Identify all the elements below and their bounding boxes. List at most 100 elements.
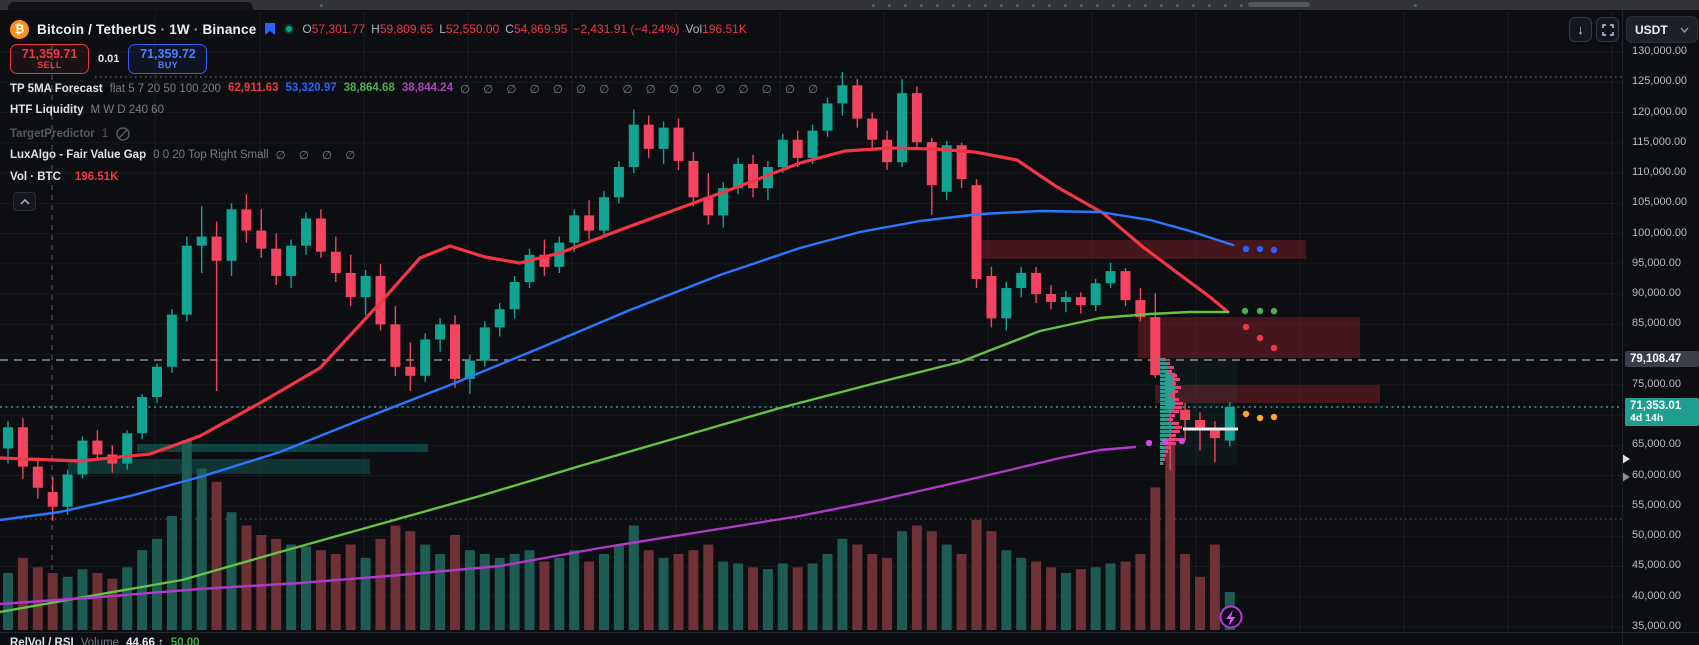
profile-bar-up [1160,382,1171,385]
volume-bar [762,569,773,630]
candle-body [867,118,878,140]
volume-bar [1016,557,1027,630]
bottom-pane-legend[interactable]: RelVol / RSI Volume 44.66 ↑ 50.00 [10,637,200,645]
profile-bar-up [1160,370,1168,373]
candle-body [748,163,758,189]
profile-bar-up [1160,410,1172,413]
indicator-row-tp5ma[interactable]: TP 5MA Forecast flat 5 7 20 50 100 200 6… [10,82,824,96]
profile-bar-down [1163,458,1165,461]
pane-separator[interactable] [0,632,1699,633]
candle-body [166,314,177,367]
screenshot-button[interactable] [1596,17,1619,42]
profile-bar-down [1172,410,1179,413]
chevron-up-icon [19,198,30,205]
volume-bar [137,550,148,630]
candle-body [301,218,311,246]
price-axis-border [1622,10,1623,645]
candle-body [1180,409,1191,420]
profile-bar-up [1160,446,1166,449]
browser-dot [1144,4,1147,7]
candle-body [345,272,356,298]
indicator-row-volume[interactable]: Vol · BTC 196.51K [10,171,119,183]
volume-bar [107,578,118,630]
price-axis-label: 110,000.00 [1632,166,1687,179]
volume-bar [360,557,371,630]
volume-bar [1075,569,1086,630]
volume-bar [524,550,535,630]
volume-bar [1060,573,1071,630]
candle-body [1001,288,1012,319]
browser-dot [936,4,939,7]
browser-tab[interactable] [8,2,253,10]
indicator-row-targetpredictor[interactable]: TargetPredictor 1 [10,126,138,142]
market-status-icon [284,24,295,34]
candle-body [152,366,162,397]
sell-button[interactable]: 71,359.71 SELL [10,44,89,74]
indicator-row-luxalgo-fvg[interactable]: LuxAlgo - Fair Value Gap 0 0 20 Top Righ… [10,149,361,162]
candle-body [330,251,341,273]
orange-forecast-dots [1270,413,1278,421]
candle-body [1046,294,1056,302]
volume-bar [643,550,654,630]
profile-bar-up [1160,418,1168,421]
symbol-title[interactable]: Bitcoin / TetherUS · 1W · Binance [37,21,257,37]
volume-bar [539,561,550,630]
volume-bar [971,519,982,630]
symbol-header: ₿ Bitcoin / TetherUS · 1W · Binance O57,… [10,17,747,41]
browser-dot [1128,4,1131,7]
profile-bar-down [1168,418,1173,421]
volume-bar [613,544,624,630]
profile-bar-down [1172,430,1180,433]
candle-body [464,360,475,379]
profile-bar-up [1160,390,1173,393]
browser-dot [320,4,323,7]
candle-body [47,492,58,507]
volume-bar [1150,487,1161,630]
indicator-row-htf-liquidity[interactable]: HTF Liquidity M W D 240 60 [10,104,164,116]
profile-bar-down [1170,434,1176,437]
volume-bar [3,573,13,630]
browser-dot [1048,4,1051,7]
profile-bar-up [1160,454,1164,457]
volume-bar [435,554,446,630]
candle-body [852,85,863,119]
volume-bar [390,525,401,630]
flag-icon[interactable] [264,22,276,36]
candle-body [792,139,803,158]
profile-bar-down [1168,370,1172,373]
indicator-null-values: ∅ ∅ ∅ ∅ ∅ ∅ ∅ ∅ ∅ ∅ ∅ ∅ ∅ ∅ ∅ ∅ [459,84,824,96]
download-button[interactable]: ↓ [1569,17,1592,42]
volume-bar [584,561,595,630]
volume-bar [852,544,863,630]
red-forecast-dots [1242,323,1250,331]
volume-bar [226,512,237,630]
volume-bar [688,550,699,630]
profile-bar-down [1173,398,1179,401]
candle-body [658,127,669,149]
profile-bar-down [1175,386,1181,389]
candle-body [405,366,416,376]
legend-collapse-button[interactable] [13,192,36,211]
bitcoin-logo-icon: ₿ [10,19,29,39]
volume-bar [1046,567,1056,630]
volume-bar [1180,554,1191,630]
candle-body [688,160,699,198]
browser-dot [1000,4,1003,7]
currency-dropdown[interactable]: USDT [1626,16,1698,43]
volume-bar [32,567,43,630]
volume-bar [405,531,416,630]
liquidity-zone-thick [68,459,370,474]
buy-button[interactable]: 71,359.72 BUY [128,44,208,74]
volume-bar [301,546,311,630]
profile-bar-up [1160,362,1167,365]
candle-body [211,236,222,261]
visibility-off-icon[interactable] [115,126,131,142]
axis-arrow-icon [1622,472,1630,482]
price-axis-label: 105,000.00 [1632,196,1688,209]
profile-bar-up [1160,374,1172,377]
purple-forecast-dots [1178,437,1186,445]
profile-bar-down [1174,378,1180,381]
candle-body [1120,271,1131,301]
volume-bar [807,563,818,630]
